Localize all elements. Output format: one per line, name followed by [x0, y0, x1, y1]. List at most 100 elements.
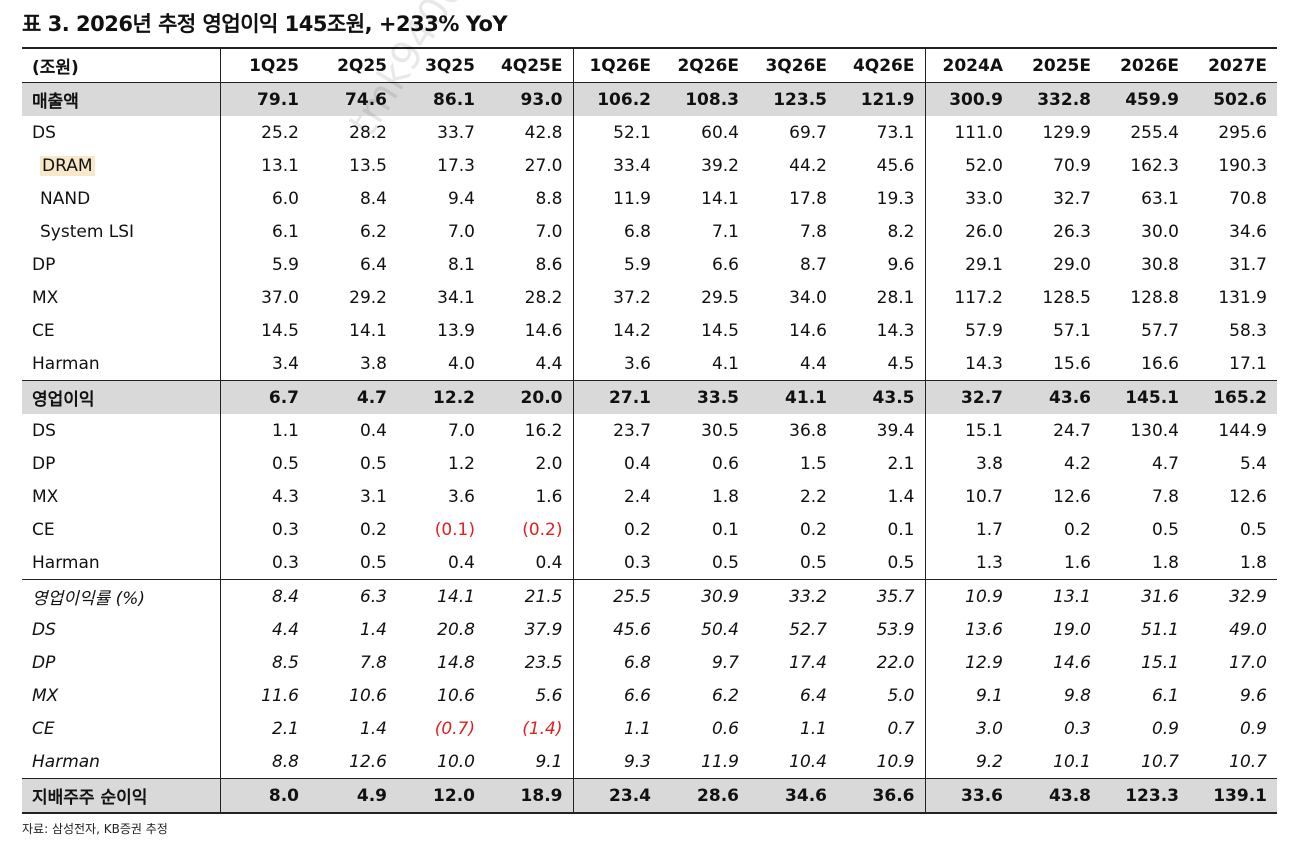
table-cell: 10.4: [789, 751, 827, 772]
table-cell: 26.0: [965, 221, 1003, 242]
table-cell: 0.5: [359, 552, 387, 573]
table-row: CE 2.1 1.4 (0.7) (1.4) 1.1 0.6 1.1 0.7 3.0 0.3 0.9 0…: [22, 712, 1277, 745]
table-cell: 1.4: [837, 480, 926, 513]
table-cell: 16.2: [485, 414, 574, 447]
table-cell: 70.9: [1053, 155, 1091, 176]
table-cell: 13.6: [965, 619, 1003, 640]
table-cell: 9.2: [975, 751, 1003, 772]
table-row: DS 4.4 1.4 20.8 37.9 45.6 50.4 52.7 53.9 13.6 19.0…: [22, 613, 1277, 646]
table-cell: 39.4: [837, 414, 926, 447]
table-cell: 4.3: [271, 486, 299, 507]
table-cell: 31.6: [1101, 579, 1189, 613]
table-cell: 1.6: [485, 480, 574, 513]
table-cell: 37.0: [261, 287, 299, 308]
table-cell: 12.9: [965, 652, 1003, 673]
table-cell: 0.1: [837, 513, 926, 546]
row-label-text: MX: [32, 486, 59, 507]
table-cell: 27.1: [573, 380, 661, 414]
table-cell: 29.2: [349, 287, 387, 308]
table-cell: 0.2: [1063, 519, 1091, 540]
table-cell: 17.4: [789, 652, 827, 673]
table-cell: 2.1: [271, 718, 299, 739]
table-cell: 14.5: [261, 320, 299, 341]
table-cell: 10.9: [837, 745, 926, 779]
table-cell: 255.4: [1130, 122, 1179, 143]
table-cell: 6.8: [623, 221, 651, 242]
table-cell: 6.3: [309, 579, 397, 613]
table-cell: 4.5: [837, 347, 926, 381]
table-cell: 45.6: [837, 149, 926, 182]
row-label: CE: [22, 712, 221, 745]
table-cell: 28.1: [837, 281, 926, 314]
table-cell: 8.1: [447, 254, 475, 275]
table-cell: 162.3: [1130, 155, 1179, 176]
row-label: 지배주주 순이익: [22, 778, 221, 814]
table-cell: 12.0: [397, 778, 485, 814]
row-label-text: DS: [32, 619, 56, 640]
table-cell: 13.9: [437, 320, 475, 341]
table-cell: 33.6: [925, 778, 1013, 814]
table-cell: 23.4: [573, 778, 661, 814]
row-label-text: MX: [32, 685, 59, 706]
row-label: DP: [22, 248, 221, 281]
table-row: MX 4.3 3.1 3.6 1.6 2.4 1.8 2.2 1.4 10.7 12.6 7.8 12.…: [22, 480, 1277, 513]
table-cell: 0.5: [271, 453, 299, 474]
row-label: 영업이익률 (%): [22, 579, 221, 613]
table-cell: 10.7: [965, 486, 1003, 507]
table-cell: 93.0: [485, 82, 574, 116]
table-cell: 0.2: [359, 519, 387, 540]
table-cell: 0.3: [623, 552, 651, 573]
table-row: MX 11.6 10.6 10.6 5.6 6.6 6.2 6.4 5.0 9.1 9.8 6.1 9.…: [22, 679, 1277, 712]
row-label: DS: [22, 613, 221, 646]
table-cell: 57.1: [1053, 320, 1091, 341]
column-header: 2027E: [1189, 47, 1277, 83]
table-cell: 123.5: [749, 82, 837, 116]
table-row: 매출액 79.1 74.6 86.1 93.0 106.2 108.3 123.5 121.9 3…: [22, 82, 1277, 116]
table-cell: 332.8: [1013, 82, 1101, 116]
row-label: DP: [22, 447, 221, 480]
table-cell: 1.5: [799, 453, 827, 474]
table-cell: 6.8: [623, 652, 651, 673]
table-cell: 111.0: [954, 122, 1003, 143]
table-cell: 37.2: [613, 287, 651, 308]
table-cell: 26.3: [1053, 221, 1091, 242]
row-label-text: MX: [32, 287, 59, 308]
table-cell: 15.1: [965, 420, 1003, 441]
table-cell: 11.9: [701, 751, 739, 772]
table-cell: 28.6: [661, 778, 749, 814]
table-cell: 0.6: [711, 718, 739, 739]
row-label: CE: [22, 314, 221, 347]
table-cell: 10.6: [437, 685, 475, 706]
table-row: DP 5.9 6.4 8.1 8.6 5.9 6.6 8.7 9.6 29.1 29.0 30.8 31…: [22, 248, 1277, 281]
table-cell: 32.7: [925, 380, 1013, 414]
row-label: Harman: [22, 745, 221, 779]
row-label: DP: [22, 646, 221, 679]
table-cell: 5.9: [271, 254, 299, 275]
table-cell: 0.4: [623, 453, 651, 474]
table-cell: 34.6: [1229, 221, 1267, 242]
table-cell: 128.5: [1042, 287, 1091, 308]
row-label-text: 지배주주 순이익: [32, 788, 148, 808]
table-cell: 12.6: [1053, 486, 1091, 507]
column-header: 4Q25E: [485, 47, 574, 83]
table-cell: 17.3: [437, 155, 475, 176]
table-cell: 28.2: [349, 122, 387, 143]
table-cell: 52.7: [789, 619, 827, 640]
table-cell: 0.5: [359, 453, 387, 474]
table-cell: 34.1: [437, 287, 475, 308]
table-cell: 0.2: [799, 519, 827, 540]
table-cell: 0.3: [271, 552, 299, 573]
table-row: 영업이익률 (%) 8.4 6.3 14.1 21.5 25.5 30.9 33.2 35.7 1…: [22, 579, 1277, 613]
table-cell: 57.7: [1141, 320, 1179, 341]
table-cell: 79.1: [220, 82, 309, 116]
table-cell: 5.0: [837, 679, 926, 712]
table-cell: 33.4: [613, 155, 651, 176]
table-cell: 0.9: [1239, 718, 1267, 739]
table-cell: 86.1: [397, 82, 485, 116]
table-cell: 139.1: [1189, 778, 1277, 814]
table-cell: 41.1: [749, 380, 837, 414]
table-row: DP 8.5 7.8 14.8 23.5 6.8 9.7 17.4 22.0 12.9 14.6 15…: [22, 646, 1277, 679]
row-label-text: CE: [32, 718, 55, 739]
table-cell: 14.1: [701, 188, 739, 209]
table-cell: 13.1: [261, 155, 299, 176]
